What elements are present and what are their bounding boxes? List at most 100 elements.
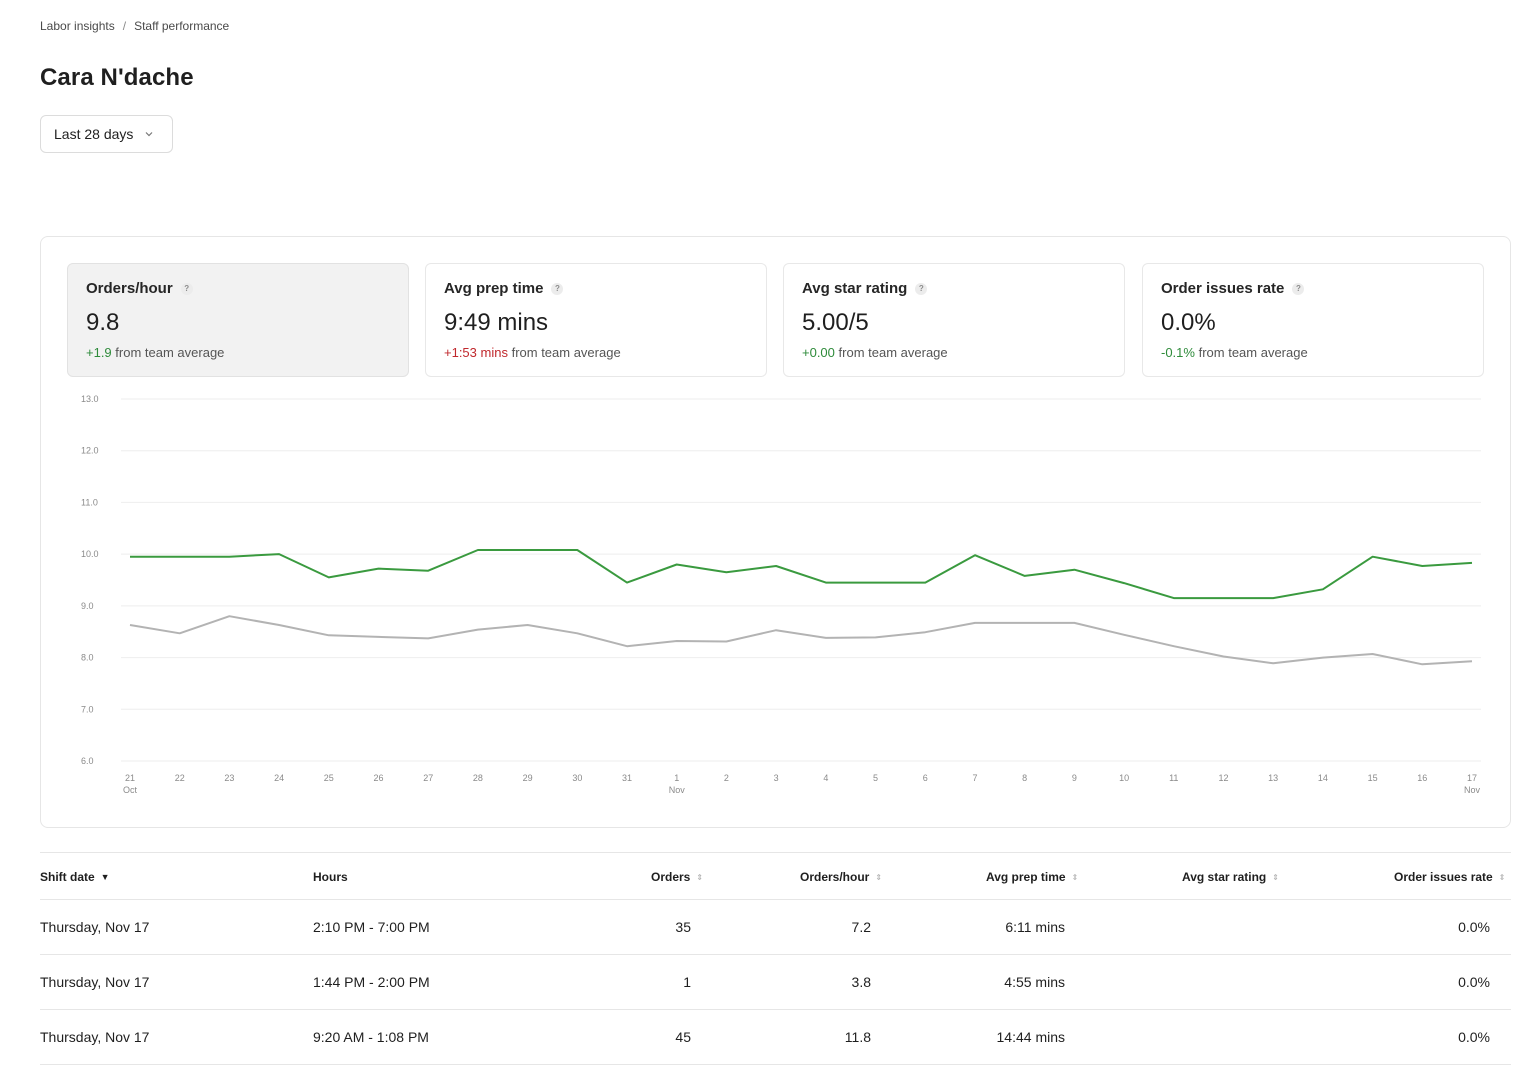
column-header-shift-date[interactable]: Shift date ▼ — [40, 870, 110, 884]
x-tick-label: 22 — [175, 773, 185, 783]
cell-orders: 35 — [675, 919, 691, 935]
x-tick-label: 15 — [1368, 773, 1378, 783]
column-label: Orders — [651, 870, 691, 884]
y-tick-label: 7.0 — [81, 704, 94, 714]
metric-label: Orders/hour — [86, 280, 173, 297]
metric-delta: +1:53 mins — [444, 345, 508, 360]
cell-order-issues-rate: 0.0% — [1458, 1029, 1490, 1045]
y-tick-label: 11.0 — [81, 497, 98, 507]
x-tick-label: 7 — [972, 773, 977, 783]
cell-avg-prep-time: 6:11 mins — [1005, 919, 1065, 935]
metric-delta-suffix: from team average — [511, 345, 621, 360]
sort-icon: ⇕ — [875, 872, 883, 882]
help-icon[interactable]: ? — [551, 282, 564, 295]
y-tick-label: 10.0 — [81, 549, 99, 559]
table-row[interactable]: Thursday, Nov 17 2:10 PM - 7:00 PM 35 7.… — [40, 900, 1511, 955]
help-icon[interactable]: ? — [915, 282, 928, 295]
cell-orders-per-hour: 7.2 — [851, 919, 871, 935]
breadcrumb-labor-insights[interactable]: Labor insights — [40, 19, 115, 33]
breadcrumb-staff-performance[interactable]: Staff performance — [134, 19, 230, 33]
cell-hours: 1:44 PM - 2:00 PM — [313, 974, 430, 990]
column-header-order-issues-rate[interactable]: Order issues rate ⇕ — [1394, 870, 1505, 884]
metric-label: Order issues rate — [1161, 280, 1285, 297]
help-icon[interactable]: ? — [1292, 282, 1305, 295]
metric-card-avg-prep-time[interactable]: Avg prep time? 9:49 mins +1:53 mins from… — [425, 263, 767, 377]
metric-label: Avg star rating — [802, 280, 908, 297]
orders-per-hour-chart: 13.0 12.0 11.0 10.0 9.0 8.0 7.0 6.0 21 Oct 22 23 24 2… — [41, 387, 1510, 812]
breadcrumb: Labor insights / Staff performance — [40, 19, 229, 33]
column-label: Avg prep time — [986, 870, 1066, 884]
metric-delta: +1.9 — [86, 345, 112, 360]
sort-desc-icon: ▼ — [100, 872, 110, 882]
help-icon[interactable]: ? — [180, 282, 193, 295]
x-tick-label: 25 — [324, 773, 334, 783]
metric-delta: -0.1% — [1161, 345, 1195, 360]
cell-orders: 45 — [675, 1029, 691, 1045]
x-tick-label: 9 — [1072, 773, 1077, 783]
column-header-avg-prep-time[interactable]: Avg prep time ⇕ — [986, 870, 1078, 884]
date-range-value: Last 28 days — [54, 126, 134, 142]
x-tick-label: 11 — [1169, 773, 1178, 783]
series-line-staff — [130, 549, 1473, 600]
x-tick-label: 23 — [224, 773, 234, 783]
sort-icon: ⇕ — [696, 872, 704, 882]
cell-order-issues-rate: 0.0% — [1458, 919, 1490, 935]
column-header-orders[interactable]: Orders ⇕ — [651, 870, 703, 884]
x-tick-sublabel: Nov — [669, 785, 686, 795]
x-tick-label: 14 — [1318, 773, 1328, 783]
metric-delta-suffix: from team average — [1198, 345, 1308, 360]
x-tick-label: 8 — [1022, 773, 1027, 783]
x-tick-sublabel: Oct — [123, 785, 138, 795]
cell-hours: 2:10 PM - 7:00 PM — [313, 919, 430, 935]
x-tick-label: 5 — [873, 773, 878, 783]
cell-avg-prep-time: 4:55 mins — [1004, 974, 1065, 990]
cell-orders-per-hour: 11.8 — [844, 1029, 871, 1045]
metric-delta: +0.00 — [802, 345, 835, 360]
column-header-avg-star-rating[interactable]: Avg star rating ⇕ — [1182, 870, 1279, 884]
cell-avg-prep-time: 14:44 mins — [996, 1029, 1065, 1045]
x-tick-sublabel: Nov — [1464, 785, 1481, 795]
column-label: Order issues rate — [1394, 870, 1493, 884]
x-tick-label: 3 — [774, 773, 779, 783]
cell-hours: 9:20 AM - 1:08 PM — [313, 1029, 429, 1045]
metric-value: 5.00/5 — [802, 309, 869, 336]
metric-delta-suffix: from team average — [115, 345, 225, 360]
table-row[interactable]: Thursday, Nov 17 9:20 AM - 1:08 PM 45 11… — [40, 1010, 1511, 1065]
metric-value: 0.0% — [1161, 309, 1216, 336]
x-tick-label: 1 — [674, 773, 679, 783]
y-tick-label: 8.0 — [81, 653, 94, 663]
metric-card-order-issues-rate[interactable]: Order issues rate? 0.0% -0.1% from team … — [1142, 263, 1484, 377]
cell-orders-per-hour: 3.8 — [851, 974, 871, 990]
metric-card-orders-per-hour[interactable]: Orders/hour? 9.8 +1.9 from team average — [67, 263, 409, 377]
x-tick-label: 4 — [823, 773, 828, 783]
sort-icon: ⇕ — [1498, 872, 1506, 882]
x-tick-label: 21 — [125, 773, 135, 783]
cell-shift-date: Thursday, Nov 17 — [40, 974, 150, 990]
x-tick-label: 28 — [473, 773, 483, 783]
y-tick-label: 9.0 — [81, 601, 94, 611]
cell-orders: 1 — [683, 974, 691, 990]
column-label: Hours — [313, 870, 348, 884]
y-tick-label: 6.0 — [81, 756, 94, 766]
metric-delta-suffix: from team average — [838, 345, 948, 360]
performance-panel: Orders/hour? 9.8 +1.9 from team average … — [40, 236, 1511, 828]
x-tick-label: 10 — [1119, 773, 1129, 783]
y-tick-label: 13.0 — [81, 394, 99, 404]
column-label: Shift date — [40, 870, 95, 884]
cell-shift-date: Thursday, Nov 17 — [40, 919, 150, 935]
column-header-orders-per-hour[interactable]: Orders/hour ⇕ — [800, 870, 882, 884]
date-range-select[interactable]: Last 28 days — [40, 115, 173, 153]
table-row[interactable]: Thursday, Nov 17 1:44 PM - 2:00 PM 1 3.8… — [40, 955, 1511, 1010]
x-tick-label: 29 — [523, 773, 533, 783]
x-tick-label: 26 — [374, 773, 384, 783]
sort-icon: ⇕ — [1071, 872, 1079, 882]
metric-value: 9:49 mins — [444, 309, 549, 336]
metric-card-avg-star-rating[interactable]: Avg star rating? 5.00/5 +0.00 from team … — [783, 263, 1125, 377]
x-tick-label: 30 — [572, 773, 582, 783]
cell-order-issues-rate: 0.0% — [1458, 974, 1490, 990]
column-header-hours[interactable]: Hours — [313, 870, 348, 884]
metric-label: Avg prep time — [444, 280, 544, 297]
column-label: Orders/hour — [800, 870, 870, 884]
x-tick-label: 24 — [274, 773, 284, 783]
page-title: Cara N'dache — [40, 64, 194, 91]
